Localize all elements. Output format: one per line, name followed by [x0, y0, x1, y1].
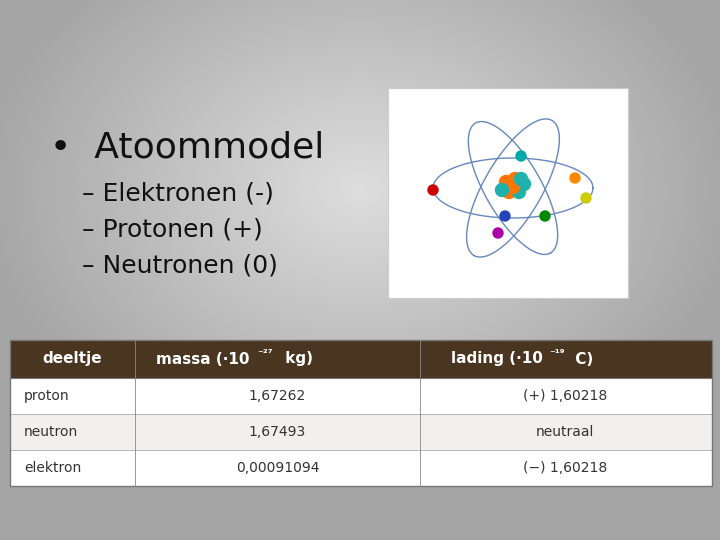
Text: – Protonen (+): – Protonen (+) — [82, 217, 263, 241]
Text: – Elektronen (-): – Elektronen (-) — [82, 181, 274, 205]
Text: (+) 1,60218: (+) 1,60218 — [523, 389, 607, 403]
Circle shape — [518, 178, 531, 191]
Bar — [388, 88, 628, 298]
Bar — [10, 414, 712, 450]
Text: ⁻¹⁹: ⁻¹⁹ — [549, 349, 564, 359]
Circle shape — [495, 184, 508, 197]
Text: •  Atoommodel: • Atoommodel — [50, 131, 324, 165]
Text: 0,00091094: 0,00091094 — [235, 461, 319, 475]
Bar — [10, 378, 712, 414]
Text: proton: proton — [24, 389, 70, 403]
Circle shape — [500, 211, 510, 221]
Bar — [10, 340, 712, 486]
Circle shape — [515, 172, 528, 186]
Circle shape — [540, 211, 550, 221]
Circle shape — [516, 151, 526, 161]
Text: lading (·10: lading (·10 — [451, 352, 543, 367]
Text: 1,67262: 1,67262 — [249, 389, 306, 403]
Text: 1,67493: 1,67493 — [249, 425, 306, 439]
Circle shape — [570, 173, 580, 183]
Text: neutraal: neutraal — [536, 425, 594, 439]
Circle shape — [493, 228, 503, 238]
Text: elektron: elektron — [24, 461, 81, 475]
Text: kg): kg) — [281, 352, 313, 367]
Text: neutron: neutron — [24, 425, 78, 439]
Circle shape — [503, 186, 516, 199]
Text: C): C) — [570, 352, 593, 367]
Circle shape — [513, 186, 526, 199]
Text: deeltje: deeltje — [42, 352, 102, 367]
Circle shape — [428, 185, 438, 195]
Circle shape — [506, 180, 520, 193]
Bar — [10, 340, 712, 378]
Text: massa (·10: massa (·10 — [156, 352, 250, 367]
Circle shape — [581, 193, 591, 203]
Circle shape — [508, 172, 521, 186]
Circle shape — [500, 176, 513, 188]
Text: ⁻²⁷: ⁻²⁷ — [258, 349, 274, 359]
Bar — [10, 450, 712, 486]
Text: – Neutronen (0): – Neutronen (0) — [82, 253, 278, 277]
Text: (−) 1,60218: (−) 1,60218 — [523, 461, 607, 475]
